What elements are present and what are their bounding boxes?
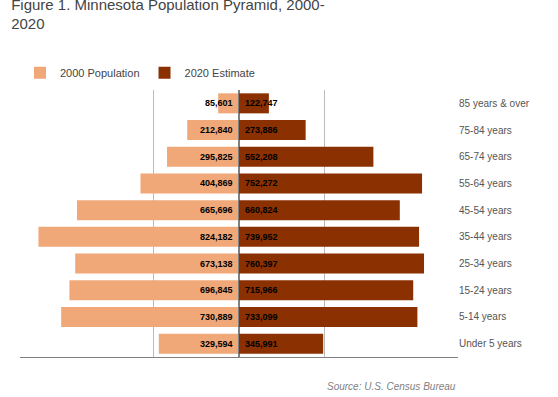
- svg-text:85 years & over: 85 years & over: [459, 98, 530, 109]
- svg-text:752,272: 752,272: [245, 178, 278, 188]
- svg-text:329,594: 329,594: [200, 339, 233, 349]
- svg-text:5-14 years: 5-14 years: [459, 311, 506, 322]
- svg-text:75-84 years: 75-84 years: [459, 125, 512, 136]
- svg-text:122,747: 122,747: [245, 98, 278, 108]
- svg-text:739,952: 739,952: [245, 232, 278, 242]
- svg-text:15-24 years: 15-24 years: [459, 285, 512, 296]
- svg-text:730,889: 730,889: [200, 312, 233, 322]
- svg-text:824,182: 824,182: [200, 232, 233, 242]
- svg-text:2000 Population: 2000 Population: [60, 67, 140, 79]
- svg-text:Under 5 years: Under 5 years: [459, 338, 522, 349]
- svg-text:Figure 1. Minnesota Population: Figure 1. Minnesota Population Pyramid, …: [11, 0, 325, 32]
- svg-text:345,991: 345,991: [245, 339, 278, 349]
- svg-text:Source: U.S. Census Bureau: Source: U.S. Census Bureau: [327, 381, 456, 392]
- svg-text:2020 Estimate: 2020 Estimate: [185, 67, 255, 79]
- svg-text:55-64 years: 55-64 years: [459, 178, 512, 189]
- svg-text:212,840: 212,840: [200, 125, 233, 135]
- svg-text:660,824: 660,824: [245, 205, 278, 215]
- svg-text:696,845: 696,845: [200, 285, 233, 295]
- svg-text:85,601: 85,601: [205, 98, 233, 108]
- svg-text:673,138: 673,138: [200, 259, 233, 269]
- svg-text:25-34 years: 25-34 years: [459, 258, 512, 269]
- svg-text:295,825: 295,825: [200, 152, 233, 162]
- svg-text:665,696: 665,696: [200, 205, 233, 215]
- svg-text:715,966: 715,966: [245, 285, 278, 295]
- svg-text:45-54 years: 45-54 years: [459, 205, 512, 216]
- svg-text:733,099: 733,099: [245, 312, 278, 322]
- svg-text:65-74 years: 65-74 years: [459, 151, 512, 162]
- svg-text:552,208: 552,208: [245, 152, 278, 162]
- svg-text:273,886: 273,886: [245, 125, 278, 135]
- svg-text:760,397: 760,397: [245, 259, 278, 269]
- svg-text:404,869: 404,869: [200, 178, 233, 188]
- svg-text:35-44 years: 35-44 years: [459, 231, 512, 242]
